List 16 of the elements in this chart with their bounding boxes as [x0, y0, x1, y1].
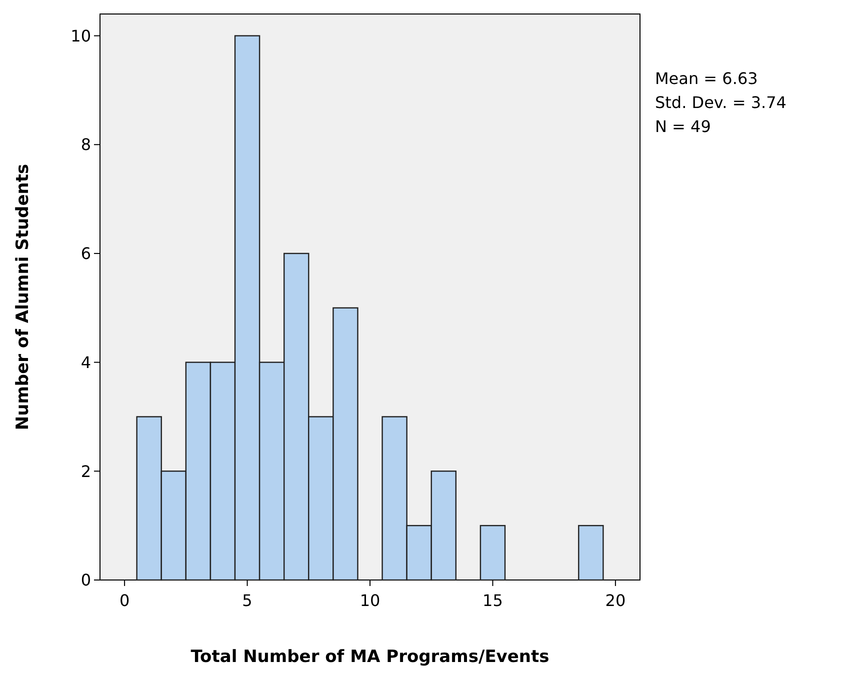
x-axis-title: Total Number of MA Programs/Events: [190, 647, 550, 667]
x-tick-label: 20: [605, 591, 626, 610]
text: N = 49: [655, 117, 711, 136]
x-tick-label: 0: [119, 591, 130, 610]
y-tick-label: 8: [80, 135, 91, 154]
y-tick-label: 2: [80, 462, 91, 481]
y-tick-label: 4: [80, 352, 91, 372]
y-tick-label: 10: [70, 26, 91, 46]
x-tick-label: 10: [360, 591, 380, 610]
y-axis-title: Number of Alumni Students: [13, 164, 33, 430]
y-tick-label: 6: [80, 244, 91, 264]
text: Mean = 6.63: [655, 69, 758, 88]
text: Std. Dev. = 3.74: [655, 93, 786, 112]
x-tick-label: 15: [482, 591, 503, 610]
y-tick-label: 0: [80, 570, 91, 590]
x-tick-label: 5: [242, 591, 252, 610]
